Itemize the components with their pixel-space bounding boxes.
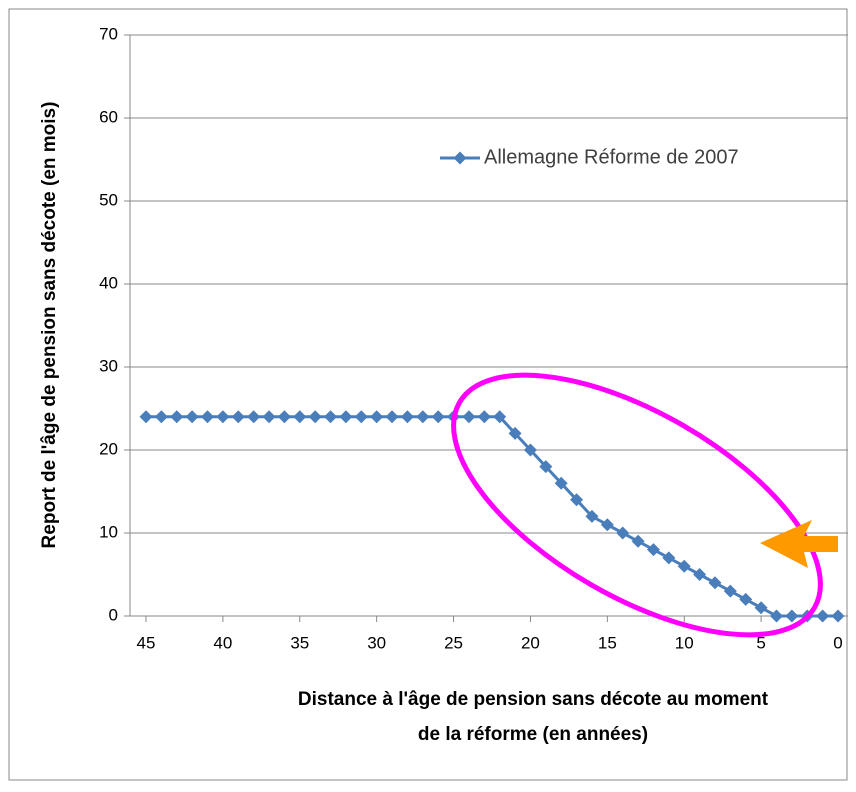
marker <box>708 576 722 590</box>
marker <box>370 410 384 424</box>
marker <box>385 410 399 424</box>
marker <box>170 410 184 424</box>
marker <box>493 410 507 424</box>
marker <box>308 410 322 424</box>
marker <box>523 443 537 457</box>
x-tick-label: 25 <box>444 633 463 652</box>
marker <box>662 551 676 565</box>
marker <box>677 559 691 573</box>
x-tick-label: 35 <box>290 633 309 652</box>
marker <box>570 493 584 507</box>
marker <box>293 410 307 424</box>
marker <box>585 509 599 523</box>
legend-marker <box>453 151 467 165</box>
y-tick-label: 20 <box>99 439 118 458</box>
marker <box>646 543 660 557</box>
marker <box>400 410 414 424</box>
marker <box>462 410 476 424</box>
marker <box>693 568 707 581</box>
x-tick-label: 40 <box>213 633 232 652</box>
y-tick-label: 40 <box>99 273 118 292</box>
marker <box>139 410 153 424</box>
marker <box>785 609 799 623</box>
marker <box>247 410 261 424</box>
marker <box>201 410 215 424</box>
x-tick-label: 10 <box>675 633 694 652</box>
x-tick-label: 5 <box>756 633 765 652</box>
x-axis-title: de la réforme (en années) <box>418 724 648 745</box>
marker <box>185 410 199 424</box>
marker <box>508 426 522 440</box>
marker <box>354 410 368 424</box>
highlight-ellipse <box>451 372 823 638</box>
marker <box>339 410 353 424</box>
x-tick-label: 20 <box>521 633 540 652</box>
y-tick-label: 30 <box>99 356 118 375</box>
marker <box>262 410 276 424</box>
marker <box>477 410 491 424</box>
x-tick-label: 45 <box>137 633 156 652</box>
marker <box>831 609 845 623</box>
marker <box>631 534 645 548</box>
y-tick-label: 10 <box>99 522 118 541</box>
marker <box>723 584 737 598</box>
marker <box>554 476 568 490</box>
marker <box>816 609 830 623</box>
marker <box>600 518 614 532</box>
marker <box>231 410 245 424</box>
x-tick-label: 30 <box>367 633 386 652</box>
y-axis-title: Report de l'âge de pension sans décote (… <box>39 102 60 549</box>
marker <box>754 601 768 615</box>
marker <box>769 609 783 623</box>
marker <box>154 410 168 424</box>
x-tick-label: 15 <box>598 633 617 652</box>
marker <box>431 410 445 424</box>
marker <box>739 592 753 606</box>
y-tick-label: 0 <box>109 605 118 624</box>
marker <box>216 410 230 424</box>
series-line <box>146 415 838 618</box>
x-tick-label: 0 <box>833 633 842 652</box>
legend-label: Allemagne Réforme de 2007 <box>484 146 739 168</box>
y-tick-label: 70 <box>99 24 118 43</box>
marker <box>277 410 291 424</box>
y-tick-label: 50 <box>99 190 118 209</box>
marker <box>416 410 430 424</box>
marker <box>324 410 338 424</box>
arrow <box>760 520 838 568</box>
x-axis-title: Distance à l'âge de pension sans décote … <box>298 689 769 710</box>
marker <box>616 526 630 540</box>
chart-border <box>8 8 848 781</box>
y-tick-label: 60 <box>99 107 118 126</box>
marker <box>539 460 553 474</box>
